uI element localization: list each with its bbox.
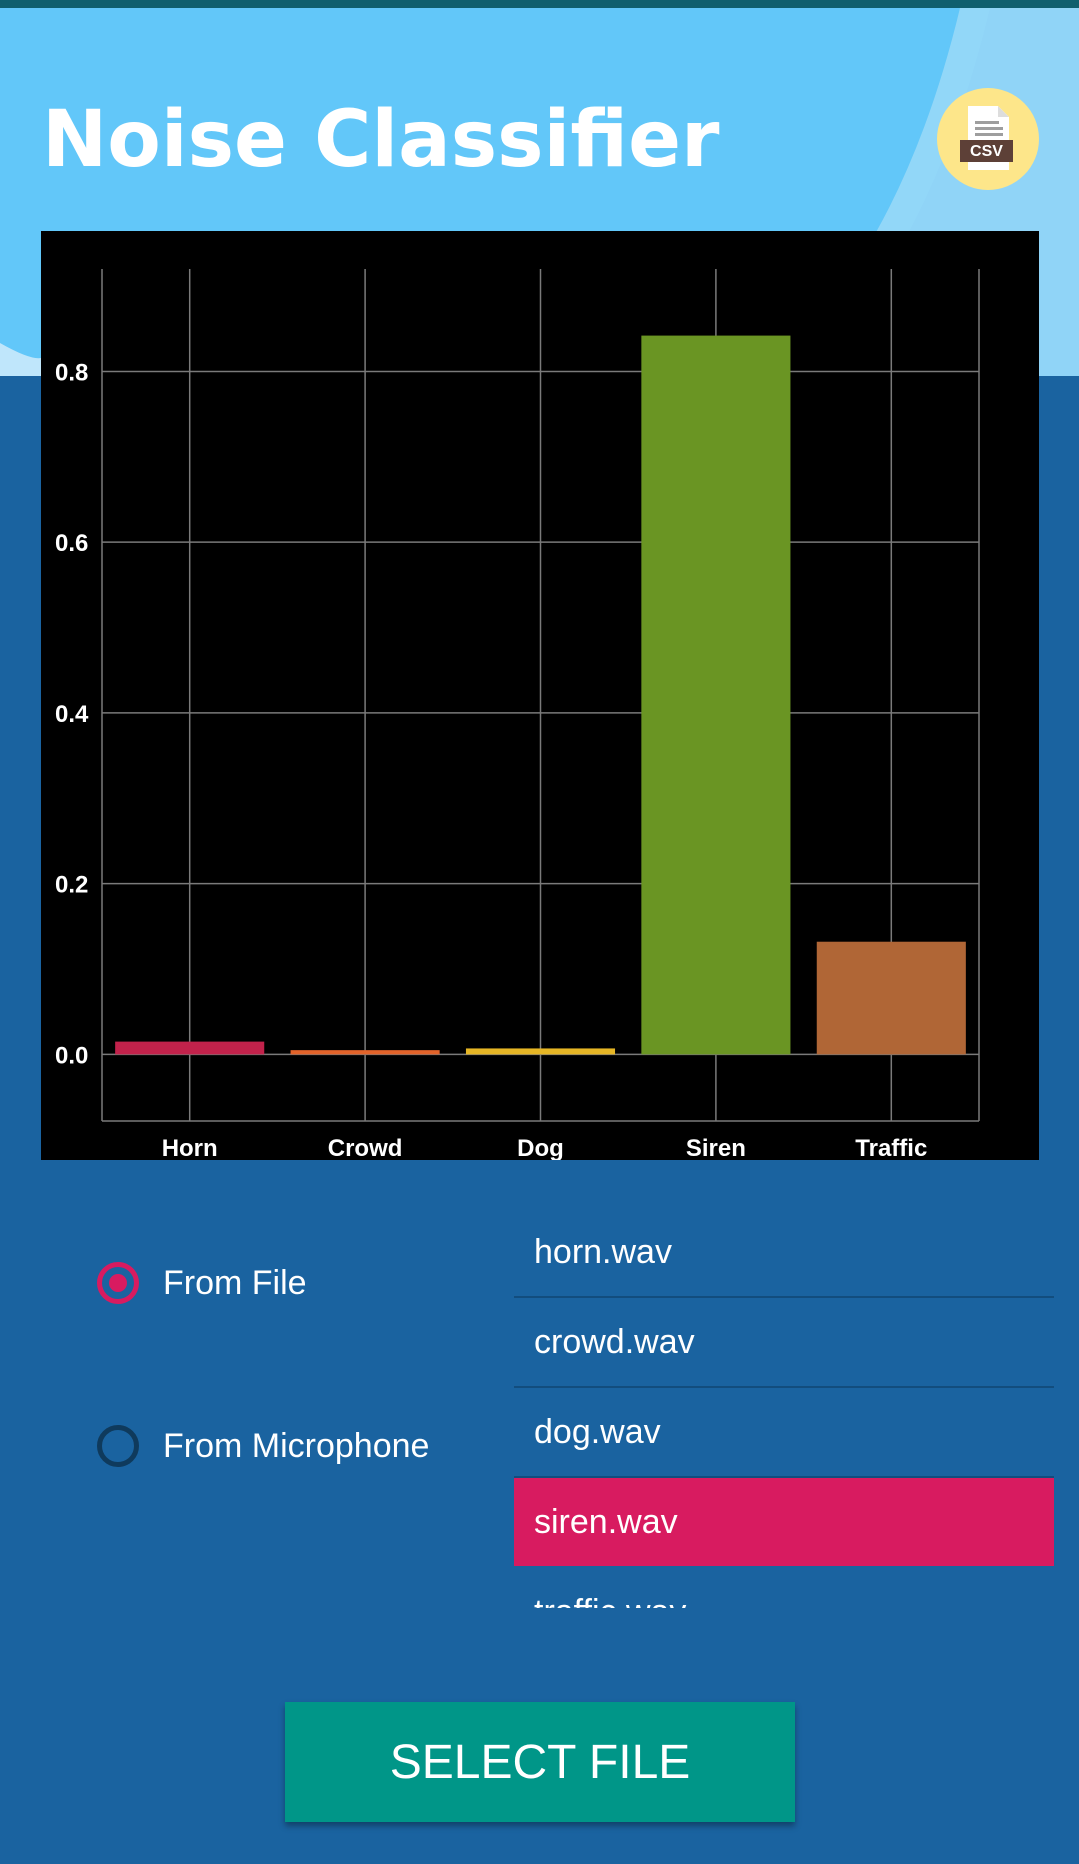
classification-chart: 0.0 0.2 0.4 0.6 0.8 Horn Crowd Dog Siren Traffic: [41, 231, 1039, 1160]
x-tick-label: Traffic: [855, 1135, 927, 1160]
y-tick-label: 0.4: [55, 701, 89, 728]
radio-button-unchecked[interactable]: [97, 1425, 139, 1467]
status-bar-strip: [0, 0, 1079, 8]
bar-traffic: [816, 941, 966, 1055]
app-title: Noise Classifier: [42, 95, 720, 185]
x-tick-label: Horn: [162, 1135, 218, 1160]
x-tick-label: Dog: [517, 1135, 564, 1160]
csv-export-button[interactable]: CSV: [937, 88, 1039, 190]
radio-from-file-label: From File: [163, 1263, 307, 1302]
bar-siren: [641, 335, 791, 1055]
radio-from-file[interactable]: From File: [97, 1262, 307, 1304]
y-tick-label: 0.6: [55, 530, 88, 557]
file-list-item-selected[interactable]: siren.wav: [514, 1478, 1054, 1568]
file-list-item[interactable]: traffic.wav: [514, 1568, 1054, 1609]
bar-chart-svg: 0.0 0.2 0.4 0.6 0.8 Horn Crowd Dog Siren Traffic: [55, 269, 980, 1160]
x-tick-label: Crowd: [328, 1135, 403, 1160]
y-tick-label: 0.0: [55, 1042, 88, 1069]
audio-file-list[interactable]: horn.wav crowd.wav dog.wav siren.wav tra…: [514, 1208, 1054, 1608]
bar-horn: [115, 1041, 265, 1055]
radio-from-microphone[interactable]: From Microphone: [97, 1425, 429, 1467]
radio-from-microphone-label: From Microphone: [163, 1426, 430, 1465]
bar-crowd: [290, 1050, 440, 1055]
csv-icon-label: CSV: [970, 143, 1003, 160]
y-tick-label: 0.8: [55, 359, 88, 386]
y-tick-label: 0.2: [55, 872, 88, 899]
csv-file-icon: CSV: [960, 106, 1013, 170]
radio-button-checked[interactable]: [97, 1262, 139, 1304]
file-list-item[interactable]: dog.wav: [514, 1388, 1054, 1478]
select-file-button[interactable]: SELECT FILE: [285, 1702, 795, 1822]
file-list-item[interactable]: crowd.wav: [514, 1298, 1054, 1388]
x-tick-label: Siren: [686, 1135, 746, 1160]
file-list-item[interactable]: horn.wav: [514, 1208, 1054, 1298]
bar-dog: [465, 1048, 616, 1055]
